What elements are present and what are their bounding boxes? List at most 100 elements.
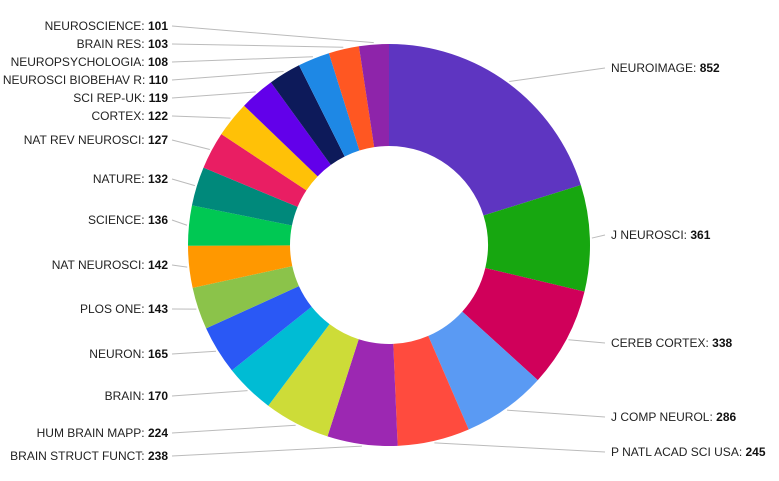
label-science: SCIENCE: 136 — [88, 213, 168, 227]
label-j-comp-neurol: J COMP NEUROL: 286 — [611, 410, 736, 424]
leader-nat-neurosci — [171, 264, 188, 268]
slice-j-neurosci — [483, 185, 590, 292]
label-name: SCI REP-UK: — [73, 91, 148, 105]
slice-neuron — [206, 286, 312, 371]
leader-hum-brain-mapp — [171, 424, 296, 434]
label-value: 136 — [148, 213, 168, 227]
label-value: 110 — [149, 73, 169, 87]
label-value: 852 — [700, 61, 720, 75]
slice-cereb-cortex — [462, 267, 585, 381]
label-name: BRAIN STRUCT FUNCT: — [10, 449, 148, 463]
label-neuropsychologia: NEUROPSYCHOLOGIA: 108 — [11, 55, 169, 69]
label-value: 286 — [716, 410, 736, 424]
label-value: 238 — [148, 449, 168, 463]
label-name: CORTEX: — [92, 109, 148, 123]
label-name: P NATL ACAD SCI USA: — [611, 445, 745, 459]
slice-neurosci-biobehav-r — [270, 65, 345, 165]
label-brain-res: BRAIN RES: 103 — [77, 37, 169, 51]
leader-neuron — [171, 350, 217, 355]
leader-neurosci-biobehav-r — [171, 71, 284, 81]
slice-nature — [191, 167, 298, 226]
label-cereb-cortex: CEREB CORTEX: 338 — [611, 336, 732, 350]
leader-sci-rep-uk — [171, 91, 256, 99]
leader-brain — [171, 390, 248, 397]
label-name: J NEUROSCI: — [611, 228, 690, 242]
label-cortex: CORTEX: 122 — [92, 109, 169, 123]
label-j-neurosci: J NEUROSCI: 361 — [611, 228, 711, 242]
label-name: NEUROIMAGE: — [611, 61, 700, 75]
slice-brain-res — [328, 46, 375, 151]
label-name: CEREB CORTEX: — [611, 336, 712, 350]
leader-brain-struct-funct — [171, 445, 362, 457]
label-name: PLOS ONE: — [80, 302, 148, 316]
slice-j-comp-neurol — [428, 311, 538, 430]
label-value: 165 — [148, 347, 168, 361]
label-name: NAT REV NEUROSCI: — [24, 133, 148, 147]
label-brain-struct-funct: BRAIN STRUCT FUNCT: 238 — [10, 449, 168, 463]
label-value: 132 — [148, 172, 168, 186]
slice-nat-neurosci — [188, 245, 293, 288]
leader-cortex — [171, 115, 231, 119]
slice-nat-rev-neurosci — [203, 134, 307, 207]
leader-neuropsychologia — [171, 56, 313, 63]
label-value: 245 — [745, 445, 765, 459]
slice-neuroscience — [358, 44, 389, 148]
label-name: J COMP NEUROL: — [611, 410, 716, 424]
label-name: BRAIN RES: — [77, 37, 148, 51]
label-name: SCIENCE: — [88, 213, 148, 227]
label-value: 127 — [148, 133, 168, 147]
label-value: 103 — [148, 37, 168, 51]
slice-labels: NEUROIMAGE: 852 J NEUROSCI: 361 CEREB CORT… — [3, 19, 766, 463]
label-neuroscience: NEUROSCIENCE: 101 — [45, 19, 169, 33]
label-name: NEUROPSYCHOLOGIA: — [11, 55, 148, 69]
donut-slices — [188, 44, 590, 446]
label-name: NEUROSCI BIOBEHAV R: — [3, 73, 149, 87]
leader-p-natl-acad-sci-usa — [434, 442, 606, 453]
label-neuroimage: NEUROIMAGE: 852 — [611, 61, 720, 75]
label-brain: BRAIN: 170 — [105, 389, 169, 403]
label-value: 170 — [148, 389, 168, 403]
slice-neuroimage — [389, 44, 581, 216]
label-neurosci-biobehav-r: NEUROSCI BIOBEHAV R: 110 — [3, 73, 168, 87]
leader-lines — [171, 25, 606, 457]
leader-j-neurosci — [591, 234, 606, 239]
leader-science — [171, 219, 188, 226]
label-sci-rep-uk: SCI REP-UK: 119 — [73, 91, 168, 105]
label-value: 122 — [148, 109, 168, 123]
slice-neuropsychologia — [298, 53, 360, 157]
label-value: 143 — [148, 302, 168, 316]
label-value: 338 — [712, 336, 732, 350]
label-value: 361 — [690, 228, 710, 242]
leader-nature — [171, 178, 196, 187]
label-nat-rev-neurosci: NAT REV NEUROSCI: 127 — [24, 133, 169, 147]
label-name: HUM BRAIN MAPP: — [37, 426, 148, 440]
label-value: 101 — [148, 19, 168, 33]
leader-brain-res — [171, 43, 344, 48]
slice-cortex — [221, 105, 318, 191]
slice-hum-brain-mapp — [268, 324, 359, 437]
leader-nat-rev-neurosci — [171, 139, 210, 151]
label-name: NAT NEUROSCI: — [52, 258, 148, 272]
slice-plos-one — [192, 266, 299, 329]
label-nature: NATURE: 132 — [93, 172, 168, 186]
slice-brain-struct-funct — [327, 339, 398, 446]
label-name: NEUROSCIENCE: — [45, 19, 148, 33]
label-hum-brain-mapp: HUM BRAIN MAPP: 224 — [37, 426, 169, 440]
leader-neuroimage — [509, 67, 606, 82]
label-value: 224 — [148, 426, 168, 440]
label-plos-one: PLOS ONE: 143 — [80, 302, 168, 316]
label-p-natl-acad-sci-usa: P NATL ACAD SCI USA: 245 — [611, 445, 766, 459]
slice-p-natl-acad-sci-usa — [393, 335, 469, 446]
leader-cereb-cortex — [568, 339, 606, 344]
label-value: 108 — [148, 55, 168, 69]
leader-j-comp-neurol — [507, 409, 606, 418]
slice-science — [188, 205, 292, 246]
label-name: NATURE: — [93, 172, 148, 186]
slice-sci-rep-uk — [244, 82, 331, 177]
label-value: 142 — [148, 258, 168, 272]
leader-neuroscience — [171, 25, 374, 44]
label-name: NEURON: — [89, 347, 148, 361]
label-nat-neurosci: NAT NEUROSCI: 142 — [52, 258, 169, 272]
label-neuron: NEURON: 165 — [89, 347, 168, 361]
slice-brain — [231, 306, 330, 406]
